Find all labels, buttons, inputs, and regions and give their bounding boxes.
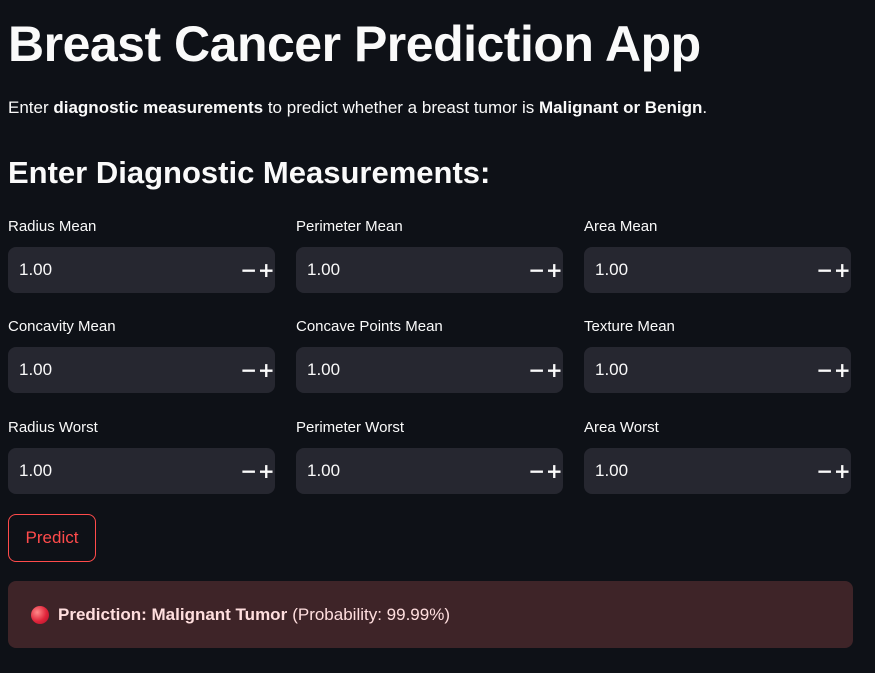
field-concave-points-mean: Concave Points Mean − + (296, 317, 563, 393)
intro-bold-measurements: diagnostic measurements (53, 98, 264, 117)
field-perimeter-worst: Perimeter Worst − + (296, 418, 563, 494)
increment-button[interactable]: + (545, 358, 563, 382)
section-subheader: Enter Diagnostic Measurements: (8, 155, 491, 190)
page-title: Breast Cancer Prediction App (8, 16, 701, 72)
perimeter-mean-input[interactable] (296, 247, 528, 293)
decrement-button[interactable]: − (528, 459, 546, 483)
decrement-button[interactable]: − (240, 459, 258, 483)
field-texture-mean: Texture Mean − + (584, 317, 851, 393)
field-concavity-mean: Concavity Mean − + (8, 317, 275, 393)
field-radius-worst: Radius Worst − + (8, 418, 275, 494)
area-mean-input[interactable] (584, 247, 816, 293)
decrement-button[interactable]: − (528, 258, 546, 282)
number-input-container: − + (584, 347, 851, 393)
field-label: Perimeter Worst (296, 419, 405, 436)
decrement-button[interactable]: − (816, 258, 834, 282)
number-input-container: − + (296, 448, 563, 494)
field-area-worst: Area Worst − + (584, 418, 851, 494)
increment-button[interactable]: + (257, 358, 275, 382)
number-input-container: − + (296, 347, 563, 393)
field-label: Radius Mean (8, 218, 97, 235)
concave-points-mean-input[interactable] (296, 347, 528, 393)
number-input-container: − + (296, 247, 563, 293)
increment-button[interactable]: + (257, 258, 275, 282)
field-label: Radius Worst (8, 419, 98, 436)
decrement-button[interactable]: − (816, 459, 834, 483)
number-input-container: − + (8, 247, 275, 293)
number-input-container: − + (584, 448, 851, 494)
prediction-probability: (Probability: 99.99%) (292, 604, 450, 624)
radius-worst-input[interactable] (8, 448, 240, 494)
field-label: Perimeter Mean (296, 218, 403, 235)
field-area-mean: Area Mean − + (584, 217, 851, 293)
intro-part: Enter (8, 98, 54, 117)
field-label: Area Mean (584, 218, 658, 235)
predict-button[interactable]: Predict (8, 514, 96, 562)
increment-button[interactable]: + (833, 459, 851, 483)
number-input-container: − + (8, 347, 275, 393)
radius-mean-input[interactable] (8, 247, 240, 293)
prediction-result-alert: Prediction: Malignant Tumor (Probability… (8, 581, 853, 648)
red-circle-icon (31, 605, 49, 624)
increment-button[interactable]: + (545, 258, 563, 282)
increment-button[interactable]: + (545, 459, 563, 483)
field-label: Area Worst (584, 419, 659, 436)
decrement-button[interactable]: − (240, 358, 258, 382)
decrement-button[interactable]: − (816, 358, 834, 382)
decrement-button[interactable]: − (528, 358, 546, 382)
perimeter-worst-input[interactable] (296, 448, 528, 494)
area-worst-input[interactable] (584, 448, 816, 494)
intro-bold-outcome: Malignant or Benign (539, 98, 703, 117)
prediction-label: Prediction: Malignant Tumor (58, 604, 288, 624)
increment-button[interactable]: + (833, 358, 851, 382)
field-label: Concave Points Mean (296, 318, 443, 335)
concavity-mean-input[interactable] (8, 347, 240, 393)
decrement-button[interactable]: − (240, 258, 258, 282)
number-input-container: − + (8, 448, 275, 494)
intro-part: . (702, 98, 708, 117)
increment-button[interactable]: + (833, 258, 851, 282)
field-label: Concavity Mean (8, 318, 116, 335)
field-label: Texture Mean (584, 318, 675, 335)
field-radius-mean: Radius Mean − + (8, 217, 275, 293)
intro-text: Enter diagnostic measurements to predict… (8, 96, 707, 120)
texture-mean-input[interactable] (584, 347, 816, 393)
increment-button[interactable]: + (257, 459, 275, 483)
number-input-container: − + (584, 247, 851, 293)
field-perimeter-mean: Perimeter Mean − + (296, 217, 563, 293)
intro-part: to predict whether a breast tumor is (263, 98, 540, 117)
